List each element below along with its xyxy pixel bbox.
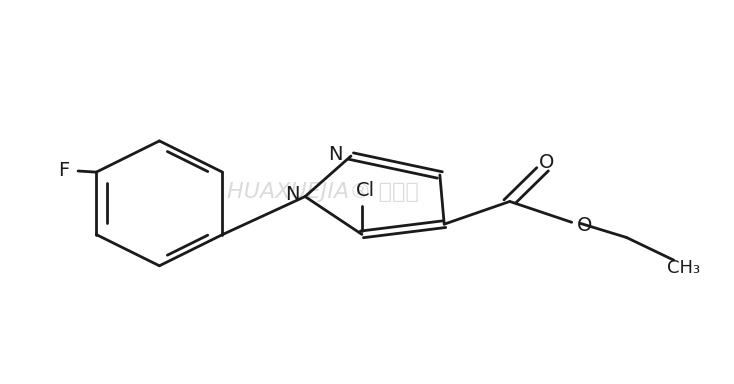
Text: HUAXUEJIA® 化学加: HUAXUEJIA® 化学加 (228, 182, 419, 202)
Text: O: O (577, 216, 592, 235)
Text: CH₃: CH₃ (667, 260, 700, 278)
Text: O: O (539, 153, 554, 172)
Text: N: N (285, 185, 299, 204)
Text: N: N (327, 145, 342, 164)
Text: F: F (58, 161, 69, 180)
Text: Cl: Cl (356, 181, 375, 200)
